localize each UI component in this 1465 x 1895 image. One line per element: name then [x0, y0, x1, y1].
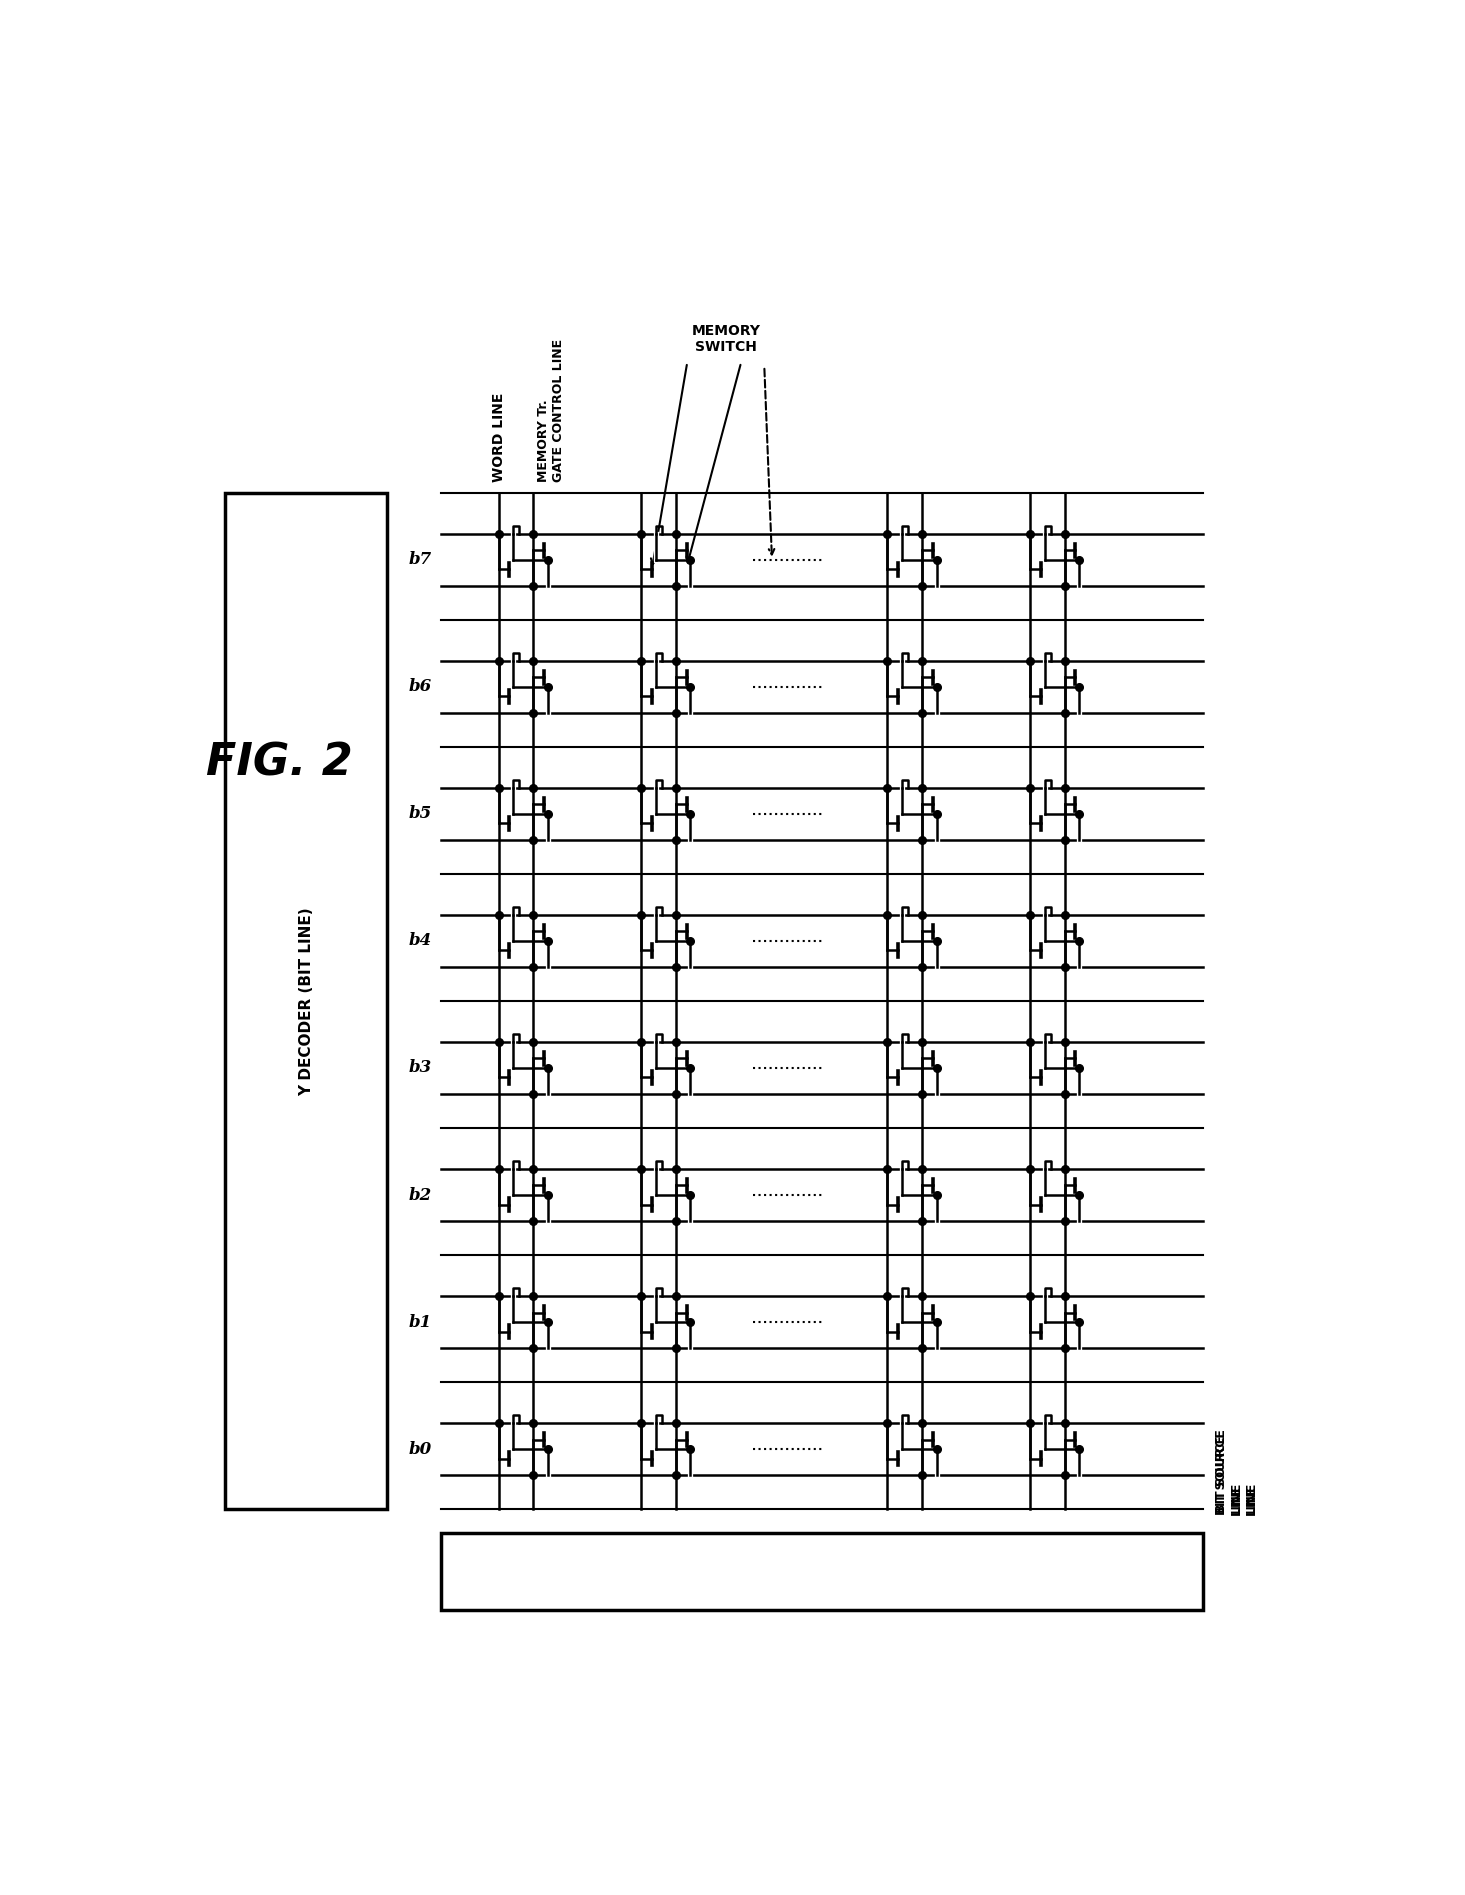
Text: b1: b1	[409, 1313, 432, 1330]
Text: b4: b4	[409, 932, 432, 949]
Text: b2: b2	[409, 1186, 432, 1203]
Text: b6: b6	[409, 678, 432, 695]
Bar	[441, 1533, 1203, 1609]
Text: b5: b5	[409, 805, 432, 822]
Text: X DECODER (WORD LINE): X DECODER (WORD LINE)	[705, 1561, 941, 1580]
Text: b0: b0	[409, 1440, 432, 1457]
Text: MEMORY Tr.
GATE CONTROL LINE: MEMORY Tr. GATE CONTROL LINE	[538, 339, 565, 481]
Bar	[226, 493, 387, 1510]
Text: b7: b7	[409, 551, 432, 568]
Text: MEMORY
SWITCH: MEMORY SWITCH	[691, 324, 760, 354]
Text: Y DECODER (BIT LINE): Y DECODER (BIT LINE)	[299, 908, 314, 1095]
Text: b3: b3	[409, 1059, 432, 1076]
Text: BIT SOURCE
LINE
LINE: BIT SOURCE LINE LINE	[1214, 1429, 1258, 1514]
Text: FIG. 2: FIG. 2	[205, 741, 353, 785]
Text: WORD LINE: WORD LINE	[492, 392, 505, 481]
Text: BIT SOURCE
LINE
LINE: BIT SOURCE LINE LINE	[1214, 1435, 1258, 1514]
